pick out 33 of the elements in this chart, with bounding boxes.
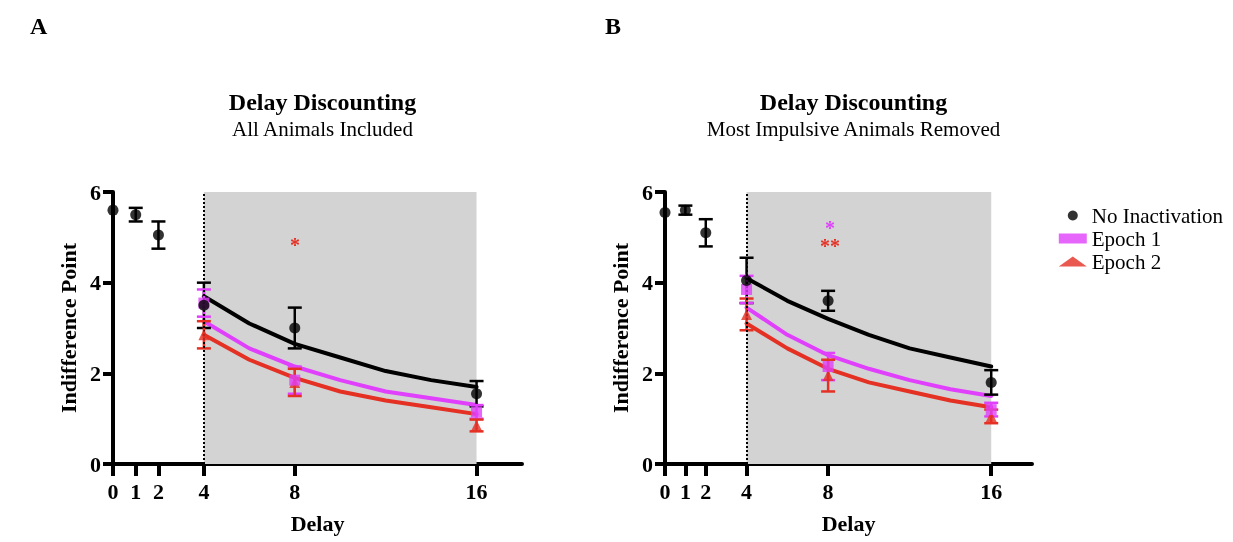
y-tick-label: 6 (642, 179, 653, 205)
y-tick-label: 6 (90, 179, 101, 205)
x-tick-label: 2 (152, 478, 164, 504)
y-tick-label: 2 (642, 360, 653, 386)
y-axis-title: Indifference Point (55, 242, 81, 414)
x-axis-title: Delay (821, 510, 876, 536)
x-tick-label: 0 (659, 478, 671, 504)
y-tick-label: 0 (90, 451, 101, 477)
x-tick-label: 2 (700, 478, 712, 504)
y-axis-title: Indifference Point (607, 242, 633, 414)
x-tick-label: 4 (198, 478, 210, 504)
chart-subtitle: Most Impulsive Animals Removed (706, 116, 1001, 141)
chart-title: Delay Discounting (228, 89, 417, 115)
x-tick-label: 8 (289, 478, 301, 504)
x-tick-label: 1 (130, 478, 142, 504)
x-tick-label: 1 (679, 478, 691, 504)
legend-label: Epoch 1 (1091, 226, 1162, 251)
annotation: * (290, 234, 300, 256)
y-tick-label: 2 (90, 360, 101, 386)
x-tick-label: 4 (741, 478, 753, 504)
x-tick-label: 8 (822, 478, 834, 504)
x-tick-label: 16 (465, 478, 488, 504)
x-axis-title: Delay (290, 510, 345, 536)
y-tick-label: 4 (90, 270, 101, 296)
y-tick-label: 4 (642, 270, 653, 296)
y-tick-label: 0 (642, 451, 653, 477)
chart-title: Delay Discounting (759, 89, 948, 115)
chart-subtitle: All Animals Included (232, 116, 414, 141)
text: B (605, 13, 622, 39)
x-tick-label: 0 (107, 478, 119, 504)
x-tick-label: 16 (980, 478, 1003, 504)
text: A (30, 13, 48, 39)
legend-label: No Inactivation (1091, 203, 1224, 228)
